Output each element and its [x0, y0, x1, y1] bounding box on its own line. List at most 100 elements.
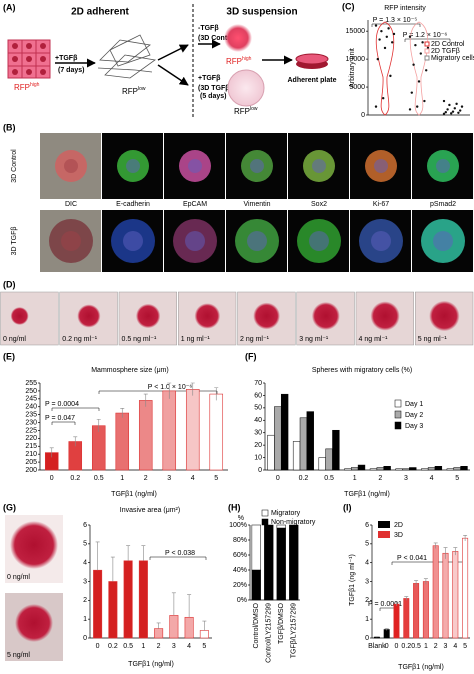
bar	[402, 468, 410, 471]
y-tick-label: 230	[25, 419, 37, 426]
x-axis-label: TGFβ1 (ng/ml)	[398, 664, 444, 671]
y-tick-label: 240	[25, 404, 37, 411]
y-tick-label: 80%	[233, 537, 247, 544]
point	[446, 108, 449, 111]
rfp-high-label: RFPhigh	[14, 82, 40, 92]
y-tick-label: 15000	[346, 28, 366, 35]
point	[385, 35, 388, 38]
point	[455, 102, 458, 106]
y-tick-label: 5	[83, 541, 87, 548]
title-3d: 3D suspension	[226, 7, 297, 18]
y-axis-label: TGFβ1 (ng ml⁻¹)	[349, 554, 356, 606]
concentration-label: 0.2 ng ml⁻¹	[62, 336, 97, 343]
point	[442, 99, 446, 103]
bar	[383, 629, 390, 639]
error-bar	[374, 636, 379, 638]
x-tick-label: 5	[202, 643, 206, 650]
panel-label: (E)	[3, 351, 15, 361]
point	[425, 69, 428, 72]
y-tick-label: 210	[25, 451, 37, 458]
sphere	[10, 307, 29, 325]
sphere-core	[312, 159, 326, 173]
y-tick-label: 60	[254, 392, 262, 399]
sphere-core	[436, 159, 450, 173]
bar	[421, 468, 429, 471]
point	[423, 99, 426, 103]
legend-label: Day 2	[405, 412, 423, 419]
sphere-core	[250, 159, 264, 173]
panel-label: (G)	[3, 502, 16, 512]
x-tick-label: 1	[141, 643, 145, 650]
x-tick-label: TGFβ/LY2157299	[291, 603, 298, 658]
bar	[460, 466, 468, 471]
y-tick-label: 215	[25, 443, 37, 450]
x-tick-label: 2	[144, 475, 148, 482]
bar	[318, 457, 326, 471]
error-bar	[463, 535, 468, 542]
bar	[427, 467, 436, 471]
stain-label: Vimentin	[243, 201, 270, 208]
p-value: P = 0.0001	[368, 601, 402, 608]
sphere-core	[123, 231, 143, 251]
x-tick-label: 0.2	[299, 475, 309, 482]
error-bar	[404, 596, 409, 601]
stain-label: E-cadherin	[116, 201, 150, 208]
error-bar	[190, 382, 195, 396]
stain-label: Ki-67	[373, 201, 389, 208]
point	[414, 43, 417, 47]
stain-label: pSmad2	[430, 201, 456, 208]
rfp: RFP	[234, 107, 250, 116]
error-bar	[156, 622, 161, 629]
sphere	[429, 300, 460, 332]
y-tick-label: 20	[254, 442, 262, 449]
y-tick-label: 235	[25, 411, 37, 418]
bar	[413, 583, 420, 639]
error-bar	[394, 601, 399, 606]
concentration-label: 0 ng/ml	[3, 336, 26, 343]
y-tick-label: 0	[361, 112, 365, 119]
micrograph	[118, 291, 177, 346]
error-bar	[384, 628, 389, 631]
legend-label: 2D TGFβ	[431, 48, 460, 55]
bar	[357, 464, 366, 471]
rfp-low-label: RFPlow	[234, 106, 258, 116]
y-tick-label: 3	[365, 578, 369, 585]
error-bar	[126, 545, 131, 561]
bar	[267, 434, 275, 471]
p-value: P = 0.0004	[45, 401, 79, 408]
adherent-cells	[7, 39, 51, 79]
x-tick-label: 1	[353, 475, 357, 482]
x-tick-label: 0	[50, 475, 54, 482]
sphere	[370, 301, 400, 331]
p-value: P = 0.047	[45, 415, 75, 422]
point	[392, 32, 396, 36]
y-tick-label: 220	[25, 435, 37, 442]
error-bar	[141, 545, 146, 561]
y-tick-label: 30	[254, 430, 262, 437]
bar	[434, 466, 443, 471]
y-tick-label: 6	[83, 522, 87, 529]
sphere-core	[185, 231, 205, 251]
y-tick-label: 5000	[349, 84, 365, 91]
violin	[375, 21, 395, 116]
sphere-core	[371, 231, 391, 251]
bar	[306, 411, 314, 471]
p-value: P < 1.0 × 10⁻⁶	[148, 384, 193, 391]
point	[374, 24, 378, 27]
y-tick-label: 250	[25, 388, 37, 395]
rfp-level: low	[138, 86, 146, 92]
bar	[422, 581, 429, 639]
bar	[108, 581, 118, 639]
x-axis-label: TGFβ1 (ng/ml)	[128, 661, 174, 668]
legend-swatch	[424, 48, 430, 54]
concentration-label: 4 ng ml⁻¹	[359, 336, 389, 343]
legend-label: Day 3	[405, 423, 423, 430]
x-tick-label: 0	[96, 643, 100, 650]
p-value: P < 0.041	[397, 555, 427, 562]
y-axis-label: %	[238, 515, 244, 522]
bar	[91, 425, 106, 471]
y-tick-label: 1	[365, 616, 369, 623]
concentration-label: 5 ng ml⁻¹	[418, 336, 448, 343]
x-tick-label: 0.5	[411, 643, 421, 650]
bar	[462, 537, 469, 639]
